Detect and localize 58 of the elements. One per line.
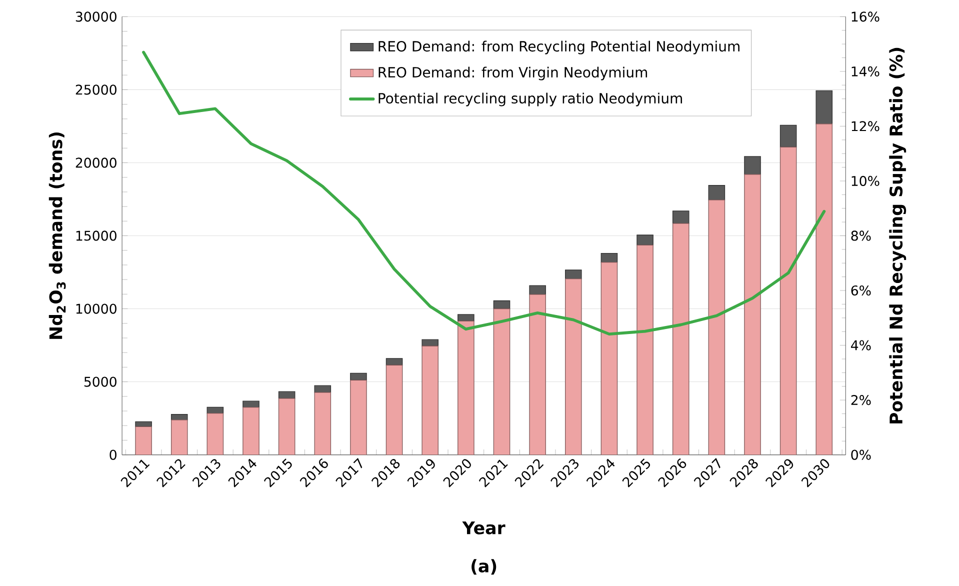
legend-label: REO Demand: from Virgin Neodymium — [378, 66, 648, 81]
bar — [422, 346, 438, 456]
y2-tick-label: 8% — [851, 230, 871, 242]
y2-tick-label: 14% — [852, 66, 880, 77]
y2-tick-label: 2% — [851, 395, 871, 406]
bar — [386, 365, 403, 456]
bar — [386, 358, 403, 366]
bar — [458, 320, 474, 456]
y2-tick-label: 16% — [852, 12, 880, 22]
y-tick-label: 5000 — [84, 376, 116, 388]
legend-label: REO Demand: from Recycling Potential Neodymium — [378, 40, 740, 55]
y-tick-label: 25000 — [76, 84, 116, 95]
bar — [170, 414, 188, 420]
x-axis-title: Year — [462, 522, 506, 535]
bar — [708, 200, 726, 456]
bar — [600, 262, 618, 456]
y-axis-title: Nd$_{2}$O$_{3}$ demand (tons) — [48, 132, 66, 340]
y2-axis-title: Potential Nd Recycling Suply Ratio (%) — [889, 48, 906, 424]
y-tick-label: 10000 — [76, 304, 116, 314]
bar — [493, 300, 510, 310]
bar — [636, 234, 654, 246]
bar — [780, 125, 797, 148]
y2-tick-label: 12% — [852, 121, 880, 132]
y-tick-label: 15000 — [76, 230, 116, 242]
bar — [529, 285, 546, 296]
bar — [493, 308, 510, 456]
bar — [565, 278, 582, 456]
bar — [206, 413, 224, 456]
bar — [565, 270, 582, 280]
y2-tick-label: 6% — [851, 286, 871, 296]
text: (a) — [472, 559, 496, 575]
bar — [816, 124, 833, 456]
y-tick-label: 20000 — [76, 158, 116, 168]
y2-tick-label: 10% — [852, 176, 880, 186]
y2-tick-label: 4% — [850, 340, 871, 351]
bar — [350, 380, 367, 456]
y-tick-label: 0 — [110, 450, 116, 460]
bar — [672, 223, 690, 456]
bar — [744, 156, 761, 175]
bar — [816, 90, 833, 124]
bar — [242, 400, 260, 408]
bar — [314, 392, 332, 456]
bar — [278, 398, 296, 456]
bar — [170, 420, 188, 456]
bar — [744, 174, 761, 456]
bar — [350, 373, 367, 381]
bar — [780, 146, 797, 456]
bar — [278, 391, 296, 400]
bar — [529, 294, 546, 456]
y-tick-label: 30000 — [76, 12, 116, 22]
bar — [672, 210, 690, 224]
y2-tick-label: 0% — [851, 450, 871, 460]
bar — [600, 253, 618, 263]
bar — [636, 244, 654, 456]
legend-label: Potential recycling supply ratio Neodymium — [378, 92, 682, 106]
bar — [242, 407, 260, 456]
bar — [135, 426, 152, 456]
bar — [708, 185, 726, 201]
